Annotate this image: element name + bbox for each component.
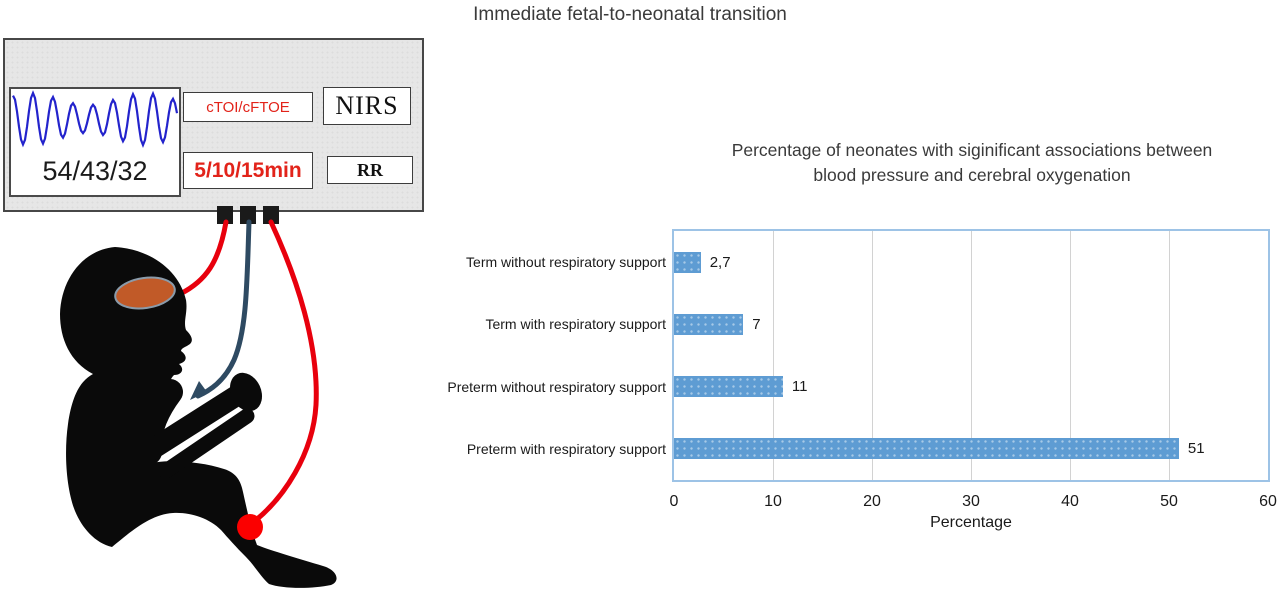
gridline (1069, 231, 1071, 480)
category-label: Preterm without respiratory support (447, 378, 666, 395)
connector-icon (263, 206, 279, 224)
bar-value-label: 2,7 (709, 253, 731, 271)
connector-icon (240, 206, 256, 224)
blue-cable-to-chest (195, 219, 252, 399)
bar-1 (674, 313, 744, 335)
label-rr: RR (327, 156, 413, 184)
gridline (871, 231, 873, 480)
red-cable-to-leg (253, 219, 319, 523)
label-time-intervals: 5/10/15min (183, 152, 313, 189)
x-tick-label: 30 (962, 493, 980, 510)
brain-nirs-sensor-icon (114, 276, 176, 310)
monitor-screen-value: 54/43/32 (42, 156, 148, 186)
x-tick-label: 20 (863, 493, 881, 510)
x-tick-label: 50 (1160, 493, 1178, 510)
bar-value-label: 11 (791, 378, 808, 396)
x-tick-label: 40 (1061, 493, 1079, 510)
waveform-path (12, 90, 179, 148)
monitor-waveform-screen: 54/43/32 (9, 87, 181, 197)
category-label: Preterm with respiratory support (466, 440, 666, 457)
x-tick-label: 10 (764, 493, 782, 510)
gridline (772, 231, 774, 480)
fetus-forearm (158, 408, 255, 479)
label-ctoi-cftoe: cTOI/cFTOE (183, 92, 313, 122)
x-tick-label: 60 (1259, 493, 1277, 510)
plot-area: 2,7 7 11 51 (672, 229, 1270, 482)
fetus-silhouette (60, 247, 337, 588)
bar-3 (674, 438, 1179, 460)
category-label: Term with respiratory support (485, 316, 666, 333)
gridline (970, 231, 972, 480)
bar-0 (674, 251, 701, 273)
leg-sensor-dot-icon (237, 514, 263, 540)
connector-icon (217, 206, 233, 224)
figure-title: Immediate fetal-to-neonatal transition (473, 4, 787, 25)
bar-value-label: 51 (1187, 440, 1205, 458)
fetus-forearm (140, 385, 247, 461)
waveform-icon (12, 90, 179, 148)
label-nirs: NIRS (323, 87, 411, 125)
bar-2 (674, 376, 783, 398)
x-tick-label: 0 (669, 493, 679, 510)
category-axis: Term without respiratory support Term wit… (388, 229, 666, 482)
x-axis-label: Percentage (930, 514, 1012, 531)
gridline (1168, 231, 1170, 480)
fetus-hand (229, 372, 263, 412)
chart-title: Percentage of neonates with siginificant… (660, 138, 1284, 188)
category-label: Term without respiratory support (466, 254, 666, 271)
blue-arrowhead-icon (190, 381, 207, 400)
patient-monitor: 54/43/32 cTOI/cFTOE NIRS 5/10/15min RR (3, 38, 424, 212)
chart-title-line2: blood pressure and cerebral oxygenation (813, 165, 1131, 185)
chart-title-line1: Percentage of neonates with siginificant… (731, 140, 1213, 160)
bar-value-label: 7 (752, 315, 761, 333)
